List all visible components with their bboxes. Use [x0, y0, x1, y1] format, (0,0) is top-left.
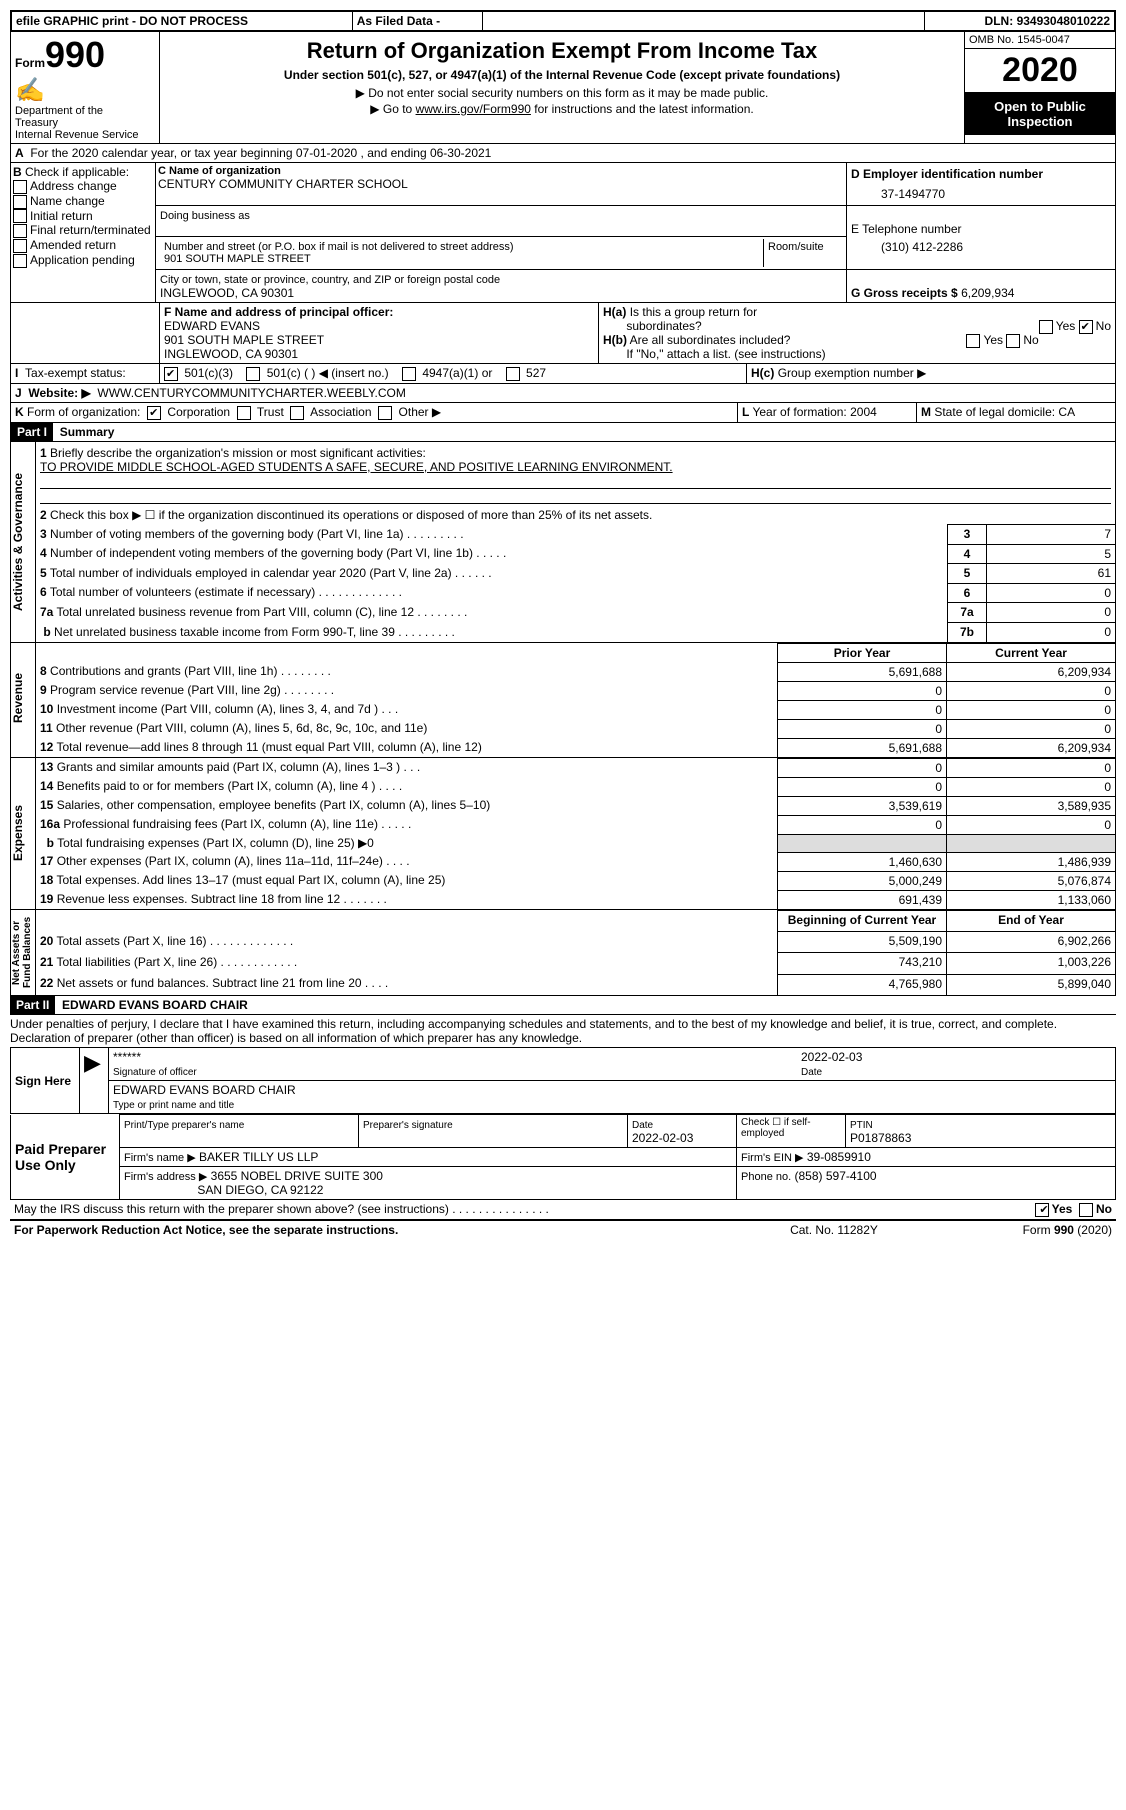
declaration: Under penalties of perjury, I declare th…: [10, 1015, 1116, 1047]
section-F-H: F Name and address of principal officer:…: [10, 303, 1116, 364]
part1-header: Part I Summary: [10, 423, 1116, 442]
irs-discuss: May the IRS discuss this return with the…: [10, 1200, 1116, 1221]
part1-rev: Revenue Prior Year Current Year 8 Contri…: [10, 643, 1116, 758]
page-title: Return of Organization Exempt From Incom…: [166, 38, 958, 64]
line-KLM: K Form of organization: Corporation Trus…: [10, 403, 1116, 423]
footer: For Paperwork Reduction Act Notice, see …: [10, 1221, 1116, 1239]
header: Form990 ✍ Department of the Treasury Int…: [10, 32, 1116, 144]
sign-here: Sign Here ▶ ******Signature of officer 2…: [10, 1047, 1116, 1114]
asfiled-label: As Filed Data -: [352, 11, 482, 31]
part1-net: Net Assets or Fund Balances Beginning of…: [10, 910, 1116, 997]
top-bar: efile GRAPHIC print - DO NOT PROCESS As …: [10, 10, 1116, 32]
line-I: I Tax-exempt status: 501(c)(3) 501(c) ( …: [10, 364, 1116, 384]
line-J: J Website: ▶ WWW.CENTURYCOMMUNITYCHARTER…: [10, 384, 1116, 403]
paid-preparer: Paid Preparer Use Only Print/Type prepar…: [10, 1114, 1116, 1200]
part1-exp: Expenses 13 Grants and similar amounts p…: [10, 758, 1116, 910]
part1-gov: Activities & Governance 1 Briefly descri…: [10, 442, 1116, 643]
line-A: A For the 2020 calendar year, or tax yea…: [10, 144, 1116, 163]
section-B-G: B Check if applicable: Address change Na…: [10, 163, 1116, 303]
efile-label: efile GRAPHIC print - DO NOT PROCESS: [11, 11, 352, 31]
